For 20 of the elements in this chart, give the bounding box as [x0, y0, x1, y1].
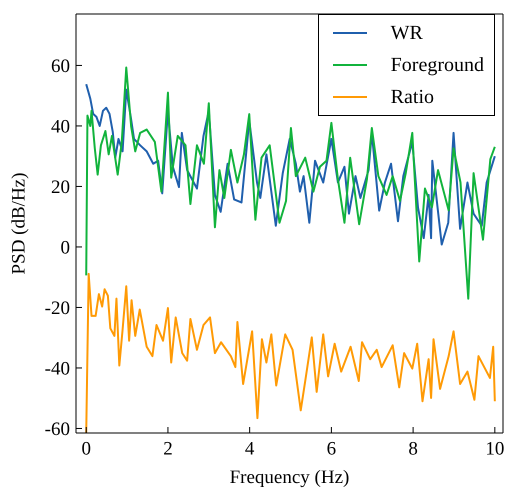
y-tick-label: -40: [44, 358, 70, 380]
x-axis-title: Frequency (Hz): [230, 467, 350, 488]
y-tick-label: 60: [51, 56, 70, 78]
y-tick-label: 0: [60, 238, 70, 259]
legend-label: Foreground: [390, 54, 484, 76]
x-tick-label: 4: [244, 438, 255, 460]
y-tick-label: -60: [44, 419, 70, 440]
y-tick-label: -20: [44, 298, 70, 320]
x-tick-label: 8: [408, 438, 418, 460]
y-tick-label: 40: [51, 116, 70, 138]
line-series: [85, 83, 496, 246]
x-tick-label: 0: [81, 438, 91, 460]
x-tick-label: 2: [163, 438, 173, 460]
legend-label: Ratio: [390, 86, 434, 108]
x-tick-label: 6: [326, 438, 336, 460]
line-series: [85, 272, 496, 433]
x-tick-label: 10: [485, 438, 504, 460]
legend-label: WR: [390, 22, 423, 44]
y-tick-label: 20: [51, 177, 70, 198]
y-axis-title: PSD (dB/Hz): [8, 172, 30, 274]
